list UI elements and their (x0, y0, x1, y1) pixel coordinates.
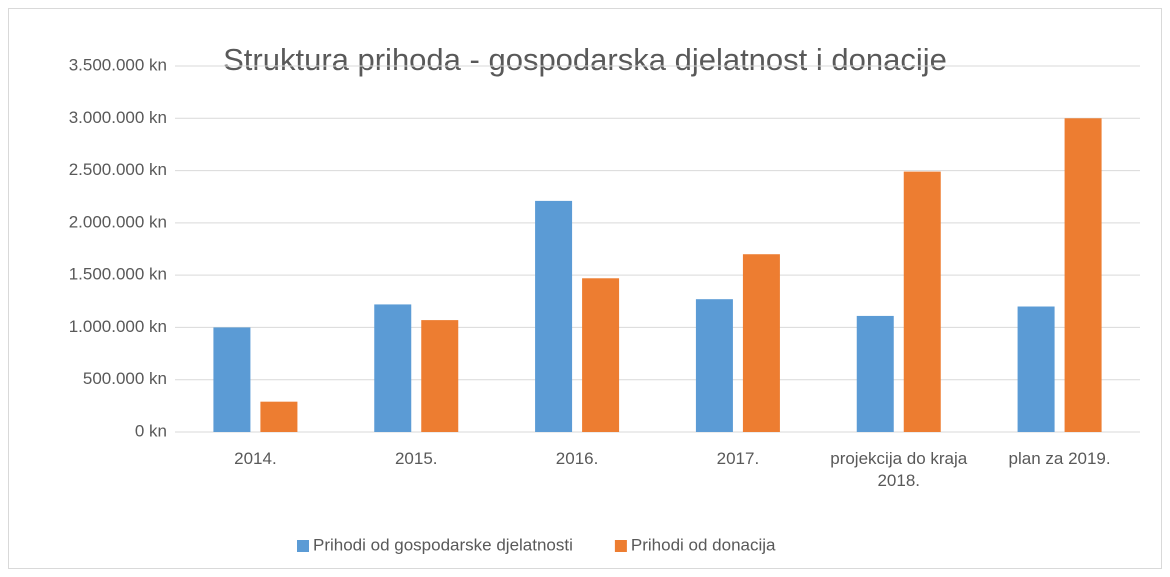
bar (742, 254, 780, 432)
x-tick-label: 2015. (394, 449, 438, 468)
bar (213, 327, 251, 432)
bar (535, 200, 573, 432)
x-tick-label: 2016. (555, 449, 599, 468)
x-tick-label-box: 2014. (234, 449, 277, 468)
legend-swatch (614, 540, 627, 552)
bar (903, 171, 941, 433)
legend-label: Prihodi od donacija (631, 535, 776, 554)
bar (1017, 306, 1055, 432)
x-tick-label: 2014. (234, 449, 277, 468)
chart-title: Struktura prihoda - gospodarska djelatno… (223, 42, 947, 77)
x-tick-label-box: 2016. (555, 449, 599, 468)
y-tick-label: 0 kn (135, 421, 167, 440)
x-tick-label-box: 2017. (716, 449, 760, 468)
y-tick-label: 2.000.000 kn (69, 212, 167, 231)
bar (374, 304, 412, 432)
x-tick-label-box: plan za 2019. (1008, 449, 1111, 468)
x-tick-label-box: 2015. (394, 449, 438, 468)
y-tick-label: 3.000.000 kn (69, 108, 167, 127)
x-tick-label-box: projekcija do kraja 2018. (830, 449, 968, 490)
legend-label: Prihodi od gospodarske djelatnosti (313, 535, 573, 554)
y-tick-label: 3.500.000 kn (69, 55, 167, 74)
x-tick-label: projekcija do kraja 2018. (830, 449, 968, 490)
bar (260, 401, 298, 432)
y-tick-label: 1.000.000 kn (69, 317, 167, 336)
bar (582, 278, 620, 432)
x-tick-label: 2017. (716, 449, 760, 468)
y-tick-label: 500.000 kn (83, 369, 167, 388)
legend-swatch (297, 540, 309, 552)
x-tick-label: plan za 2019. (1008, 449, 1111, 468)
bar (856, 315, 894, 432)
y-tick-label: 1.500.000 kn (69, 265, 167, 284)
bar (421, 320, 459, 432)
bar (695, 299, 733, 432)
bar (1064, 118, 1102, 433)
y-tick-label: 2.500.000 kn (69, 160, 167, 179)
